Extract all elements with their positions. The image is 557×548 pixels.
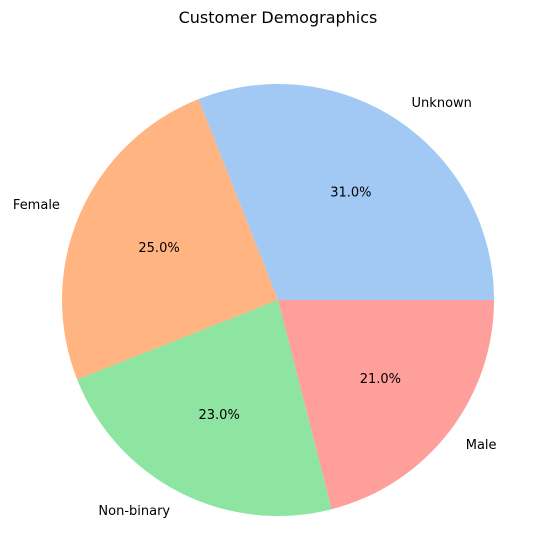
pie-slice-male	[278, 300, 495, 510]
chart-title: Customer Demographics	[179, 8, 378, 27]
category-label: Male	[466, 438, 497, 453]
pie-slice-unknown	[198, 84, 494, 300]
pct-label: 25.0%	[138, 241, 179, 256]
category-label: Non-binary	[98, 504, 170, 519]
pie-slice-female	[62, 99, 279, 380]
category-label: Female	[13, 198, 60, 213]
pct-label: 23.0%	[199, 408, 240, 423]
pct-label: 21.0%	[360, 372, 401, 387]
category-label: Unknown	[412, 96, 472, 111]
pie-slice-non-binary	[77, 300, 332, 516]
pct-label: 31.0%	[330, 185, 371, 200]
